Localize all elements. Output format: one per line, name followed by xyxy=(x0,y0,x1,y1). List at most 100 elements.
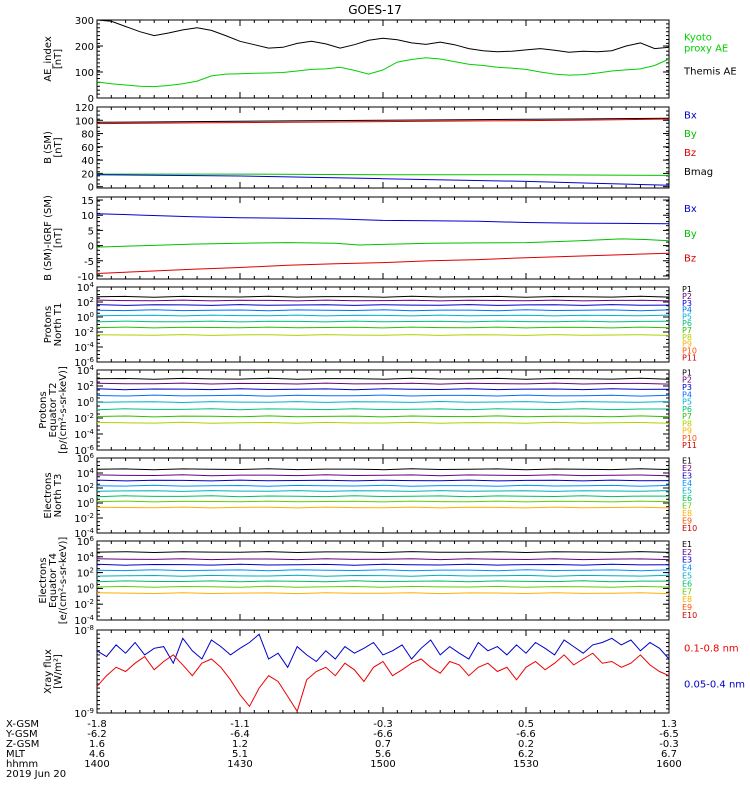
channel-label: P3 xyxy=(682,299,692,308)
channel-line xyxy=(96,474,670,477)
legend-entry: Bx xyxy=(684,204,697,215)
channel-label: P8 xyxy=(682,419,692,428)
y-tick-label: 102 xyxy=(77,482,94,495)
y-tick-label: 100 xyxy=(77,396,94,409)
footer-value: -0.3 xyxy=(373,719,393,730)
channel-label: E6 xyxy=(682,579,692,588)
y-tick-label: 100 xyxy=(75,68,94,79)
series-line xyxy=(96,213,670,225)
legend-entry: Bz xyxy=(684,148,696,159)
y-tick-label: 0 xyxy=(88,94,94,105)
channel-label: P9 xyxy=(682,340,692,349)
channel-label: E5 xyxy=(682,487,692,496)
y-tick-label: 10-2 xyxy=(74,598,94,611)
channel-label: P7 xyxy=(682,412,692,421)
channel-line xyxy=(96,382,670,385)
channel-label: E3 xyxy=(682,556,692,565)
channel-label: E1 xyxy=(682,540,692,549)
y-tick-label: -5 xyxy=(84,257,94,268)
y-tick-label: 104 xyxy=(77,467,95,480)
channel-label: P11 xyxy=(682,353,697,362)
legend-entry: 0.1-0.8 nm xyxy=(684,644,739,655)
channel-line xyxy=(96,299,670,302)
channel-line xyxy=(96,484,670,487)
channel-line xyxy=(96,415,670,418)
legend-entry: 0.05-0.4 nm xyxy=(684,680,745,691)
footer-value: 0.7 xyxy=(375,739,391,750)
y-tick-label: 104 xyxy=(77,281,95,294)
footer-value: 6.7 xyxy=(661,749,677,760)
y-tick-label: 10-4 xyxy=(74,428,94,441)
channel-line xyxy=(96,314,670,317)
y-axis-title: ProtonsNorth T1 xyxy=(43,303,64,347)
channel-label: P6 xyxy=(682,405,692,414)
y-axis-title: ProtonsEquator T2[p/(cm²-s-sr-keV)] xyxy=(38,366,69,454)
footer-value: 1500 xyxy=(370,759,395,770)
channel-label: E2 xyxy=(682,548,692,557)
channel-label: P3 xyxy=(682,383,692,392)
footer-value: 5.6 xyxy=(375,749,391,760)
y-axis-title: B (SM)[nT] xyxy=(43,131,64,164)
y-tick-label: 5 xyxy=(88,226,94,237)
channel-label: E1 xyxy=(682,457,692,466)
footer-value: -6.4 xyxy=(230,729,250,740)
panel-2: 0 20 40 60 80 100 120 B (SM)[nT] Bx By Bz Bmag xyxy=(43,103,713,194)
footer-value: 4.6 xyxy=(89,749,105,760)
channel-line xyxy=(96,320,670,323)
panel-frame xyxy=(96,196,670,280)
channel-line xyxy=(96,479,670,482)
series-line xyxy=(96,118,670,125)
channel-label: E3 xyxy=(682,472,692,481)
footer-date: 2019 Jun 20 xyxy=(6,769,66,780)
series-line xyxy=(96,652,670,713)
y-tick-label: 100 xyxy=(75,116,94,127)
channel-label: E4 xyxy=(682,564,692,573)
footer-value: 1.2 xyxy=(232,739,248,750)
channel-line xyxy=(96,592,670,595)
channel-line xyxy=(96,585,670,588)
y-tick-label: 0 xyxy=(88,183,94,194)
y-tick-label: 10-8 xyxy=(74,624,94,637)
channel-line xyxy=(96,377,670,380)
y-tick-label: 104 xyxy=(77,364,95,377)
footer-value: -1.8 xyxy=(87,719,107,730)
y-tick-label: 104 xyxy=(77,551,95,564)
legend-entry: Bx xyxy=(684,110,697,121)
channel-label: P2 xyxy=(682,292,692,301)
channel-label: E4 xyxy=(682,479,692,488)
panel-3: -10 -5 0 5 10 15 B (SM)-IGRF (SM)[nT] Bx By Bz xyxy=(43,195,697,283)
channel-line xyxy=(96,558,670,561)
channel-label: E8 xyxy=(682,509,692,518)
channel-label: P9 xyxy=(682,427,692,436)
y-axis-title: B (SM)-IGRF (SM)[nT] xyxy=(43,195,64,281)
y-tick-label: 60 xyxy=(81,143,94,154)
footer-row-label: Y-GSM xyxy=(5,729,38,740)
y-tick-label: 10 xyxy=(81,211,94,222)
channel-label: E9 xyxy=(682,603,692,612)
footer-row-label: MLT xyxy=(6,749,26,760)
footer-value: -6.5 xyxy=(659,729,679,740)
channel-line xyxy=(96,388,670,391)
y-tick-label: 10-2 xyxy=(74,412,94,425)
y-tick-label: 20 xyxy=(81,169,94,180)
series-line xyxy=(96,238,670,248)
panel-frame xyxy=(96,19,670,99)
channel-label: E6 xyxy=(682,494,692,503)
channel-line xyxy=(96,468,670,471)
footer-value: -1.1 xyxy=(230,719,250,730)
channel-line xyxy=(96,574,670,577)
footer-value: 1430 xyxy=(227,759,252,770)
series-line xyxy=(96,633,670,669)
plot-title: GOES-17 xyxy=(348,3,402,17)
series-line xyxy=(97,173,670,176)
channel-label: E10 xyxy=(682,611,697,620)
y-axis-title: ElectronsNorth T3 xyxy=(43,472,64,518)
footer-value: 1600 xyxy=(656,759,681,770)
channel-label: E10 xyxy=(682,524,697,533)
y-tick-label: 100 xyxy=(77,582,94,595)
